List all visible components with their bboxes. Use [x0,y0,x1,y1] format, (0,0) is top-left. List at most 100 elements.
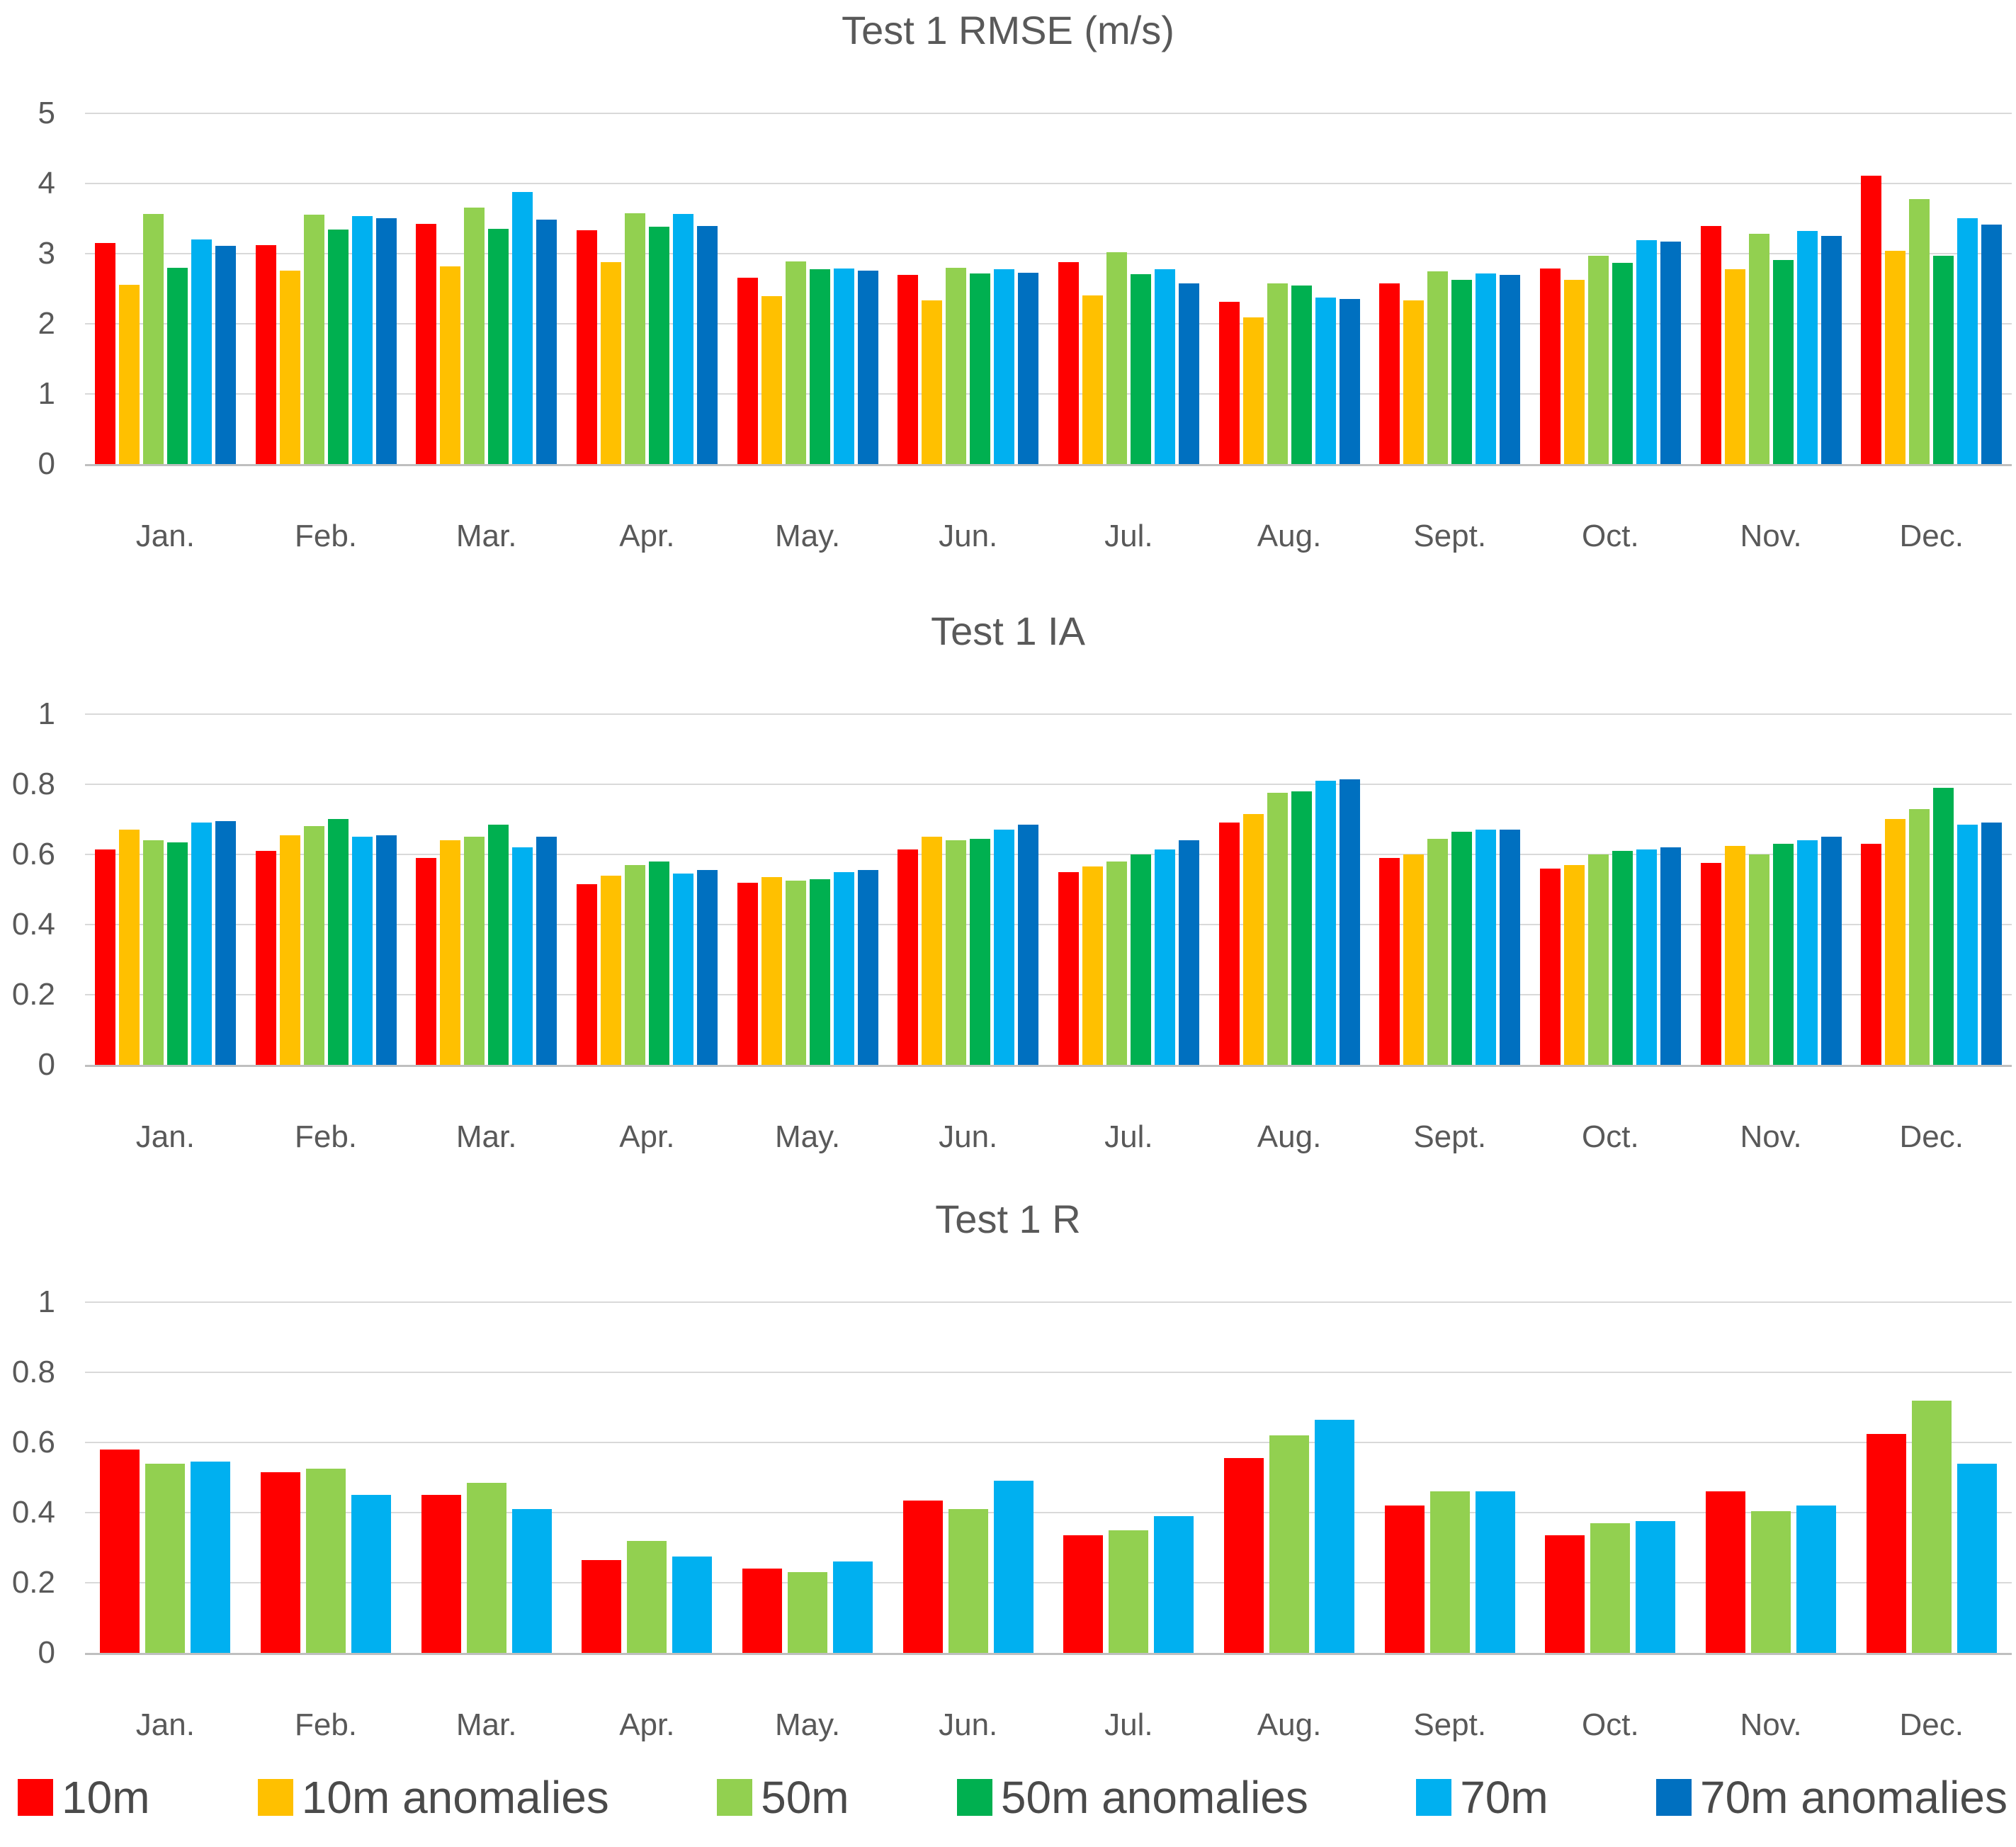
bar-10m-sept [1379,283,1400,464]
legend-label: 50m anomalies [1000,1772,1308,1823]
bar-70m-may [833,872,854,1065]
bar-group-jul [1048,840,1209,1065]
bar-10m-aug [1218,302,1240,464]
bar-10m-anomalies-feb [279,835,300,1065]
bar-70m-apr [672,214,693,464]
y-axis-label: 5 [38,96,55,130]
bar-10m-feb [255,245,276,464]
y-axis-label: 0.8 [11,1355,55,1389]
bar-50m-mar [464,837,485,1065]
y-axis: 1 0.8 0.6 0.4 0.2 0 [0,1284,77,1670]
bar-50m-jun [946,268,967,464]
bar-10m-jan [94,849,115,1065]
bar-10m-anomalies-may [761,877,782,1065]
bar-50m-anomalies-aug [1291,791,1312,1065]
gridline [85,854,2012,855]
bar-50m-oct [1590,1523,1631,1653]
x-axis-label-sept: Sept. [1413,1707,1487,1742]
x-axis-label-may: May. [774,1119,841,1154]
bar-group-dec [1851,176,2012,464]
bar-50m-may [785,261,806,464]
bar-group-dec [1851,788,2012,1065]
bar-10m-jun [897,849,919,1065]
x-axis-label-sept: Sept. [1413,1119,1487,1154]
y-axis-label: 0.2 [11,977,55,1012]
bar-50m-anomalies-feb [327,819,349,1065]
bar-70m-nov [1796,231,1818,464]
bar-10m-anomalies-may [761,296,782,464]
bar-70m-anomalies-dec [1981,823,2003,1065]
bar-70m-anomalies-may [857,271,878,464]
x-axis-label-feb: Feb. [294,1119,358,1154]
gridline [85,1372,2012,1373]
y-axis-label: 0.2 [11,1565,55,1600]
bar-group-jan [85,821,246,1065]
bar-50m-dec [1909,199,1930,464]
bar-70m-aug [1315,781,1336,1065]
chart-title: Test 1 R [935,1197,1081,1241]
bar-50m-anomalies-nov [1772,260,1794,464]
bar-70m-anomalies-mar [536,220,557,464]
bar-70m-sept [1476,830,1497,1065]
bar-10m-anomalies-aug [1242,814,1264,1065]
bar-50m-sept [1427,839,1449,1065]
bar-10m-anomalies-apr [600,262,621,464]
x-axis-label-jul: Jul. [1104,1707,1153,1742]
bar-10m-anomalies-mar [440,266,461,464]
x-axis-label-oct: Oct. [1582,1119,1639,1154]
y-axis-label: 0.6 [11,1425,55,1459]
bar-50m-mar [464,208,485,464]
gridline [85,994,2012,995]
x-axis-label-jan: Jan. [135,1119,195,1154]
bar-50m-feb [303,215,324,464]
legend: 10m 10m anomalies 50m 50m anomalies 70m 70m a… [18,1758,2007,1836]
legend-label: 50m [761,1772,849,1823]
bar-group-jul [1048,252,1209,464]
bar-70m-anomalies-feb [375,218,397,464]
bar-group-oct [1530,847,1691,1065]
gridline [85,113,2012,114]
bar-50m-jan [142,840,164,1065]
bar-70m-dec [1957,825,1978,1065]
bar-group-jul [1048,1516,1209,1653]
y-axis-label: 1 [38,696,55,731]
y-axis-label: 3 [38,236,55,271]
legend-label: 10m [62,1772,150,1823]
chart-ia: Test 1 IA 1 0.8 0.6 0.4 0.2 0 Jan. Feb. Mar. Apr… [0,601,2016,1168]
bar-50m-anomalies-jan [166,842,188,1065]
bar-50m-sept [1429,1491,1470,1653]
bar-group-jan [85,1450,246,1653]
bar-70m-dec [1956,1464,1997,1653]
bar-50m-anomalies-may [809,269,830,464]
bar-70m-aug [1315,298,1336,464]
bar-group-aug [1209,283,1370,464]
bar-50m-aug [1267,793,1288,1065]
bar-70m-apr [672,874,693,1065]
x-axis-label-jun: Jun. [939,1119,998,1154]
bar-70m-anomalies-apr [696,226,718,464]
legend-item-10m: 10m [18,1771,150,1824]
bar-10m-mar [421,1495,461,1653]
legend-label: 10m anomalies [301,1772,609,1823]
bar-group-jan [85,214,246,464]
x-axis-label-may: May. [774,519,841,553]
bar-group-mar [406,825,567,1065]
bar-70m-anomalies-jun [1018,825,1039,1065]
y-axis-label: 1 [38,1284,55,1319]
bar-70m-nov [1796,840,1818,1065]
bar-50m-sept [1427,271,1449,464]
bar-50m-jul [1106,252,1127,464]
bar-10m-anomalies-apr [600,876,621,1065]
x-axis: Jan. Feb. Mar. Apr. May. Jun. Jul. Aug. Sept. Oct… [85,1707,2012,1750]
x-axis-label-apr: Apr. [619,519,675,553]
gridline [85,253,2012,254]
bar-70m-anomalies-may [857,870,878,1065]
x-axis-label-jun: Jun. [939,519,998,553]
bar-70m-apr [672,1557,713,1653]
gridline [85,1442,2012,1443]
bar-group-aug [1209,1420,1370,1653]
bar-10m-oct [1545,1535,1585,1653]
bar-10m-anomalies-nov [1724,846,1745,1065]
bar-10m-anomalies-oct [1563,280,1585,464]
bar-70m-anomalies-jul [1178,840,1199,1065]
